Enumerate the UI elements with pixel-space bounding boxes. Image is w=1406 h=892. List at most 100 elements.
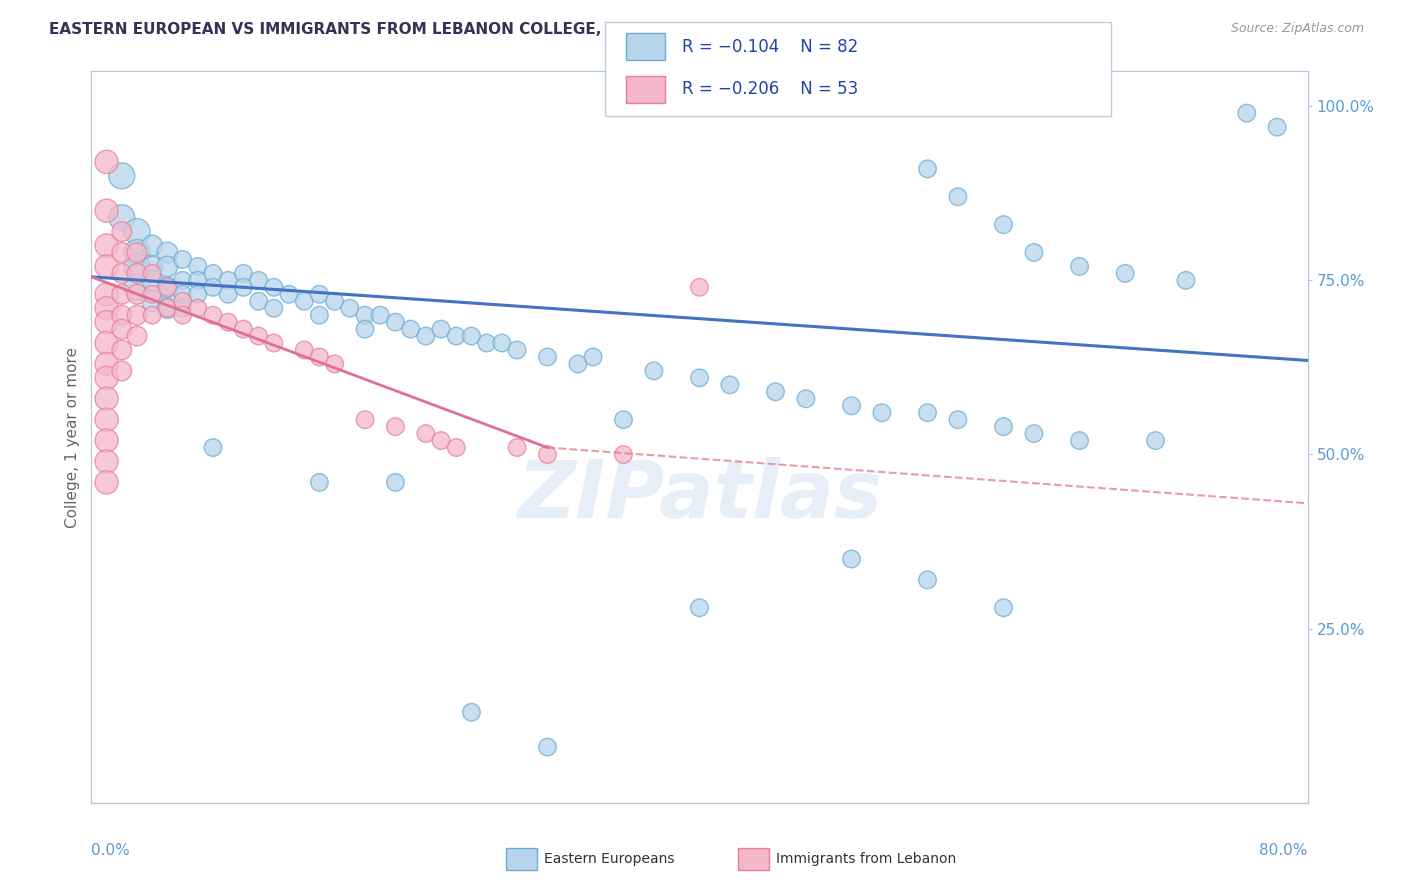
Point bbox=[399, 322, 422, 336]
Point bbox=[993, 600, 1015, 615]
Point bbox=[111, 225, 134, 239]
Point bbox=[187, 287, 209, 301]
Point bbox=[96, 336, 118, 351]
Point bbox=[354, 308, 377, 322]
Point bbox=[506, 441, 529, 455]
Point bbox=[688, 280, 710, 294]
Point bbox=[292, 343, 315, 357]
Point bbox=[202, 441, 225, 455]
Point bbox=[308, 308, 330, 322]
Point bbox=[141, 260, 163, 274]
Point bbox=[917, 161, 939, 176]
Point bbox=[111, 211, 134, 225]
Point bbox=[993, 419, 1015, 434]
Point bbox=[125, 225, 148, 239]
Point bbox=[96, 155, 118, 169]
Point bbox=[96, 287, 118, 301]
Text: Immigrants from Lebanon: Immigrants from Lebanon bbox=[776, 852, 956, 866]
Point bbox=[582, 350, 605, 364]
Point bbox=[96, 315, 118, 329]
Point bbox=[444, 329, 467, 343]
Point bbox=[536, 448, 558, 462]
Text: R = −0.104    N = 82: R = −0.104 N = 82 bbox=[682, 37, 858, 56]
Point bbox=[156, 301, 179, 316]
Point bbox=[917, 573, 939, 587]
Point bbox=[172, 308, 194, 322]
Point bbox=[111, 308, 134, 322]
Point bbox=[1069, 434, 1091, 448]
Point bbox=[688, 371, 710, 385]
Point bbox=[125, 266, 148, 280]
Point bbox=[96, 357, 118, 371]
Text: ZIPatlas: ZIPatlas bbox=[517, 457, 882, 534]
Point bbox=[1236, 106, 1258, 120]
Point bbox=[96, 371, 118, 385]
Point bbox=[1022, 245, 1045, 260]
Point bbox=[111, 343, 134, 357]
Point bbox=[125, 280, 148, 294]
Point bbox=[308, 287, 330, 301]
Point bbox=[156, 301, 179, 316]
Point bbox=[263, 301, 285, 316]
Point bbox=[444, 441, 467, 455]
Point bbox=[156, 245, 179, 260]
Point bbox=[141, 308, 163, 322]
Point bbox=[232, 322, 254, 336]
Point bbox=[202, 280, 225, 294]
Point bbox=[1022, 426, 1045, 441]
Point bbox=[460, 705, 482, 719]
Point bbox=[263, 280, 285, 294]
Point bbox=[354, 322, 377, 336]
Point bbox=[917, 406, 939, 420]
Point bbox=[384, 475, 406, 490]
Point bbox=[96, 238, 118, 252]
Point bbox=[430, 322, 453, 336]
Point bbox=[202, 266, 225, 280]
Point bbox=[688, 600, 710, 615]
Point bbox=[247, 329, 270, 343]
Point bbox=[187, 301, 209, 316]
Point bbox=[536, 350, 558, 364]
Point bbox=[384, 419, 406, 434]
Text: Source: ZipAtlas.com: Source: ZipAtlas.com bbox=[1230, 22, 1364, 36]
Point bbox=[368, 308, 391, 322]
Point bbox=[841, 399, 863, 413]
Point bbox=[187, 273, 209, 287]
Point bbox=[460, 329, 482, 343]
Point bbox=[141, 273, 163, 287]
Point bbox=[111, 169, 134, 183]
Point bbox=[172, 252, 194, 267]
Point bbox=[415, 426, 437, 441]
Point bbox=[217, 315, 239, 329]
Point bbox=[870, 406, 893, 420]
Point bbox=[1174, 273, 1197, 287]
Point bbox=[1069, 260, 1091, 274]
Point bbox=[125, 308, 148, 322]
Point bbox=[172, 273, 194, 287]
Point bbox=[141, 238, 163, 252]
Point bbox=[292, 294, 315, 309]
Point bbox=[946, 190, 969, 204]
Point bbox=[323, 294, 346, 309]
Point bbox=[247, 294, 270, 309]
Point bbox=[506, 343, 529, 357]
Point bbox=[111, 266, 134, 280]
Point bbox=[96, 392, 118, 406]
Point bbox=[172, 287, 194, 301]
Point bbox=[125, 329, 148, 343]
Point bbox=[156, 280, 179, 294]
Text: 0.0%: 0.0% bbox=[91, 843, 131, 858]
Point bbox=[794, 392, 817, 406]
Point bbox=[384, 315, 406, 329]
Point bbox=[323, 357, 346, 371]
Point bbox=[354, 412, 377, 426]
Point bbox=[96, 203, 118, 218]
Point bbox=[156, 260, 179, 274]
Point bbox=[278, 287, 301, 301]
Point bbox=[1144, 434, 1167, 448]
Point bbox=[111, 364, 134, 378]
Text: R = −0.206    N = 53: R = −0.206 N = 53 bbox=[682, 80, 858, 98]
Point bbox=[430, 434, 453, 448]
Point bbox=[718, 377, 741, 392]
Point bbox=[96, 434, 118, 448]
